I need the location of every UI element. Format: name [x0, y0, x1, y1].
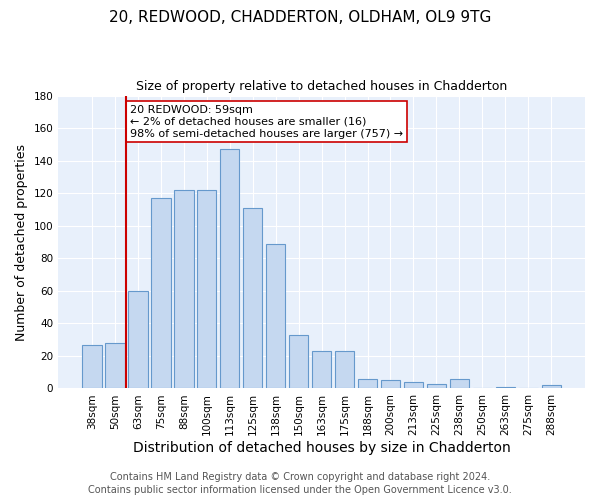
Bar [151, 198, 170, 388]
Bar [496, 387, 515, 388]
Bar [197, 190, 217, 388]
Text: 20, REDWOOD, CHADDERTON, OLDHAM, OL9 9TG: 20, REDWOOD, CHADDERTON, OLDHAM, OL9 9TG [109, 10, 491, 25]
Bar [542, 385, 561, 388]
Bar [82, 344, 101, 389]
Bar [404, 382, 423, 388]
Bar [381, 380, 400, 388]
Bar [128, 291, 148, 388]
Bar [289, 335, 308, 388]
Y-axis label: Number of detached properties: Number of detached properties [15, 144, 28, 340]
Bar [105, 343, 125, 388]
Bar [220, 150, 239, 388]
Bar [335, 351, 355, 389]
Bar [266, 244, 286, 388]
X-axis label: Distribution of detached houses by size in Chadderton: Distribution of detached houses by size … [133, 441, 511, 455]
Text: Contains HM Land Registry data © Crown copyright and database right 2024.
Contai: Contains HM Land Registry data © Crown c… [88, 472, 512, 495]
Bar [174, 190, 194, 388]
Bar [312, 351, 331, 389]
Bar [243, 208, 262, 388]
Title: Size of property relative to detached houses in Chadderton: Size of property relative to detached ho… [136, 80, 507, 93]
Bar [358, 378, 377, 388]
Text: 20 REDWOOD: 59sqm
← 2% of detached houses are smaller (16)
98% of semi-detached : 20 REDWOOD: 59sqm ← 2% of detached house… [130, 106, 403, 138]
Bar [449, 378, 469, 388]
Bar [427, 384, 446, 388]
